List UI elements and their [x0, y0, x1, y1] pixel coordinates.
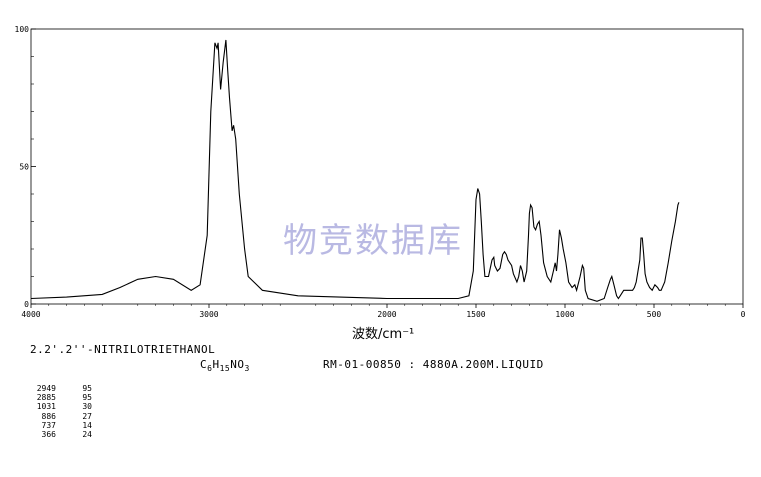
peak-row: 737 14	[30, 421, 92, 430]
x-tick-label: 0	[741, 310, 746, 319]
peak-intensity: 95	[82, 393, 92, 403]
formula-subscript: 6	[207, 364, 213, 373]
peak-wavenumber: 1031	[36, 402, 56, 412]
peak-row: 1031 30	[30, 402, 92, 411]
formula-part: NO	[230, 358, 245, 371]
peak-intensity: 27	[82, 411, 92, 421]
peak-row: 886 27	[30, 412, 92, 421]
x-tick-label: 1500	[466, 310, 485, 319]
peak-wavenumber: 737	[41, 420, 56, 430]
compound-name: 2.2'.2''-NITRILOTRIETHANOL	[30, 343, 216, 356]
y-axis: 100 50 0	[15, 25, 36, 309]
x-tick-label: 1000	[555, 310, 574, 319]
peak-row: 366 24	[30, 430, 92, 439]
formula-subscript: 15	[219, 364, 231, 373]
watermark: 物竞数据库	[283, 221, 463, 261]
peak-wavenumber: 886	[41, 411, 56, 421]
peak-intensity: 24	[82, 430, 92, 440]
formula-part: C	[200, 358, 208, 371]
plot-frame	[30, 28, 744, 305]
x-axis: 4000 3000 2000 1500 1000 500 0	[21, 304, 746, 319]
sample-info: RM-01-00850 : 4880A.200M.LIQUID	[323, 358, 544, 371]
formula-part: H	[212, 358, 220, 371]
peak-intensity: 95	[82, 384, 92, 393]
peak-wavenumber: 2885	[36, 393, 56, 403]
peak-table: 2949 95 2885 95 1031 30 886 27 737 14 366 24	[30, 384, 92, 439]
x-tick-label: 2000	[377, 310, 396, 319]
peak-intensity: 14	[82, 420, 92, 430]
x-axis-label: 波数/cm⁻¹	[352, 327, 414, 342]
peak-wavenumber: 2949	[36, 384, 56, 393]
x-tick-label: 500	[647, 310, 662, 319]
peak-intensity: 30	[82, 402, 92, 412]
x-tick-label: 4000	[21, 310, 40, 319]
y-tick-label: 50	[19, 163, 29, 172]
formula-subscript: 3	[244, 364, 250, 373]
molecular-formula: C6H15NO3	[200, 358, 250, 373]
peak-row: 2949 95	[30, 384, 92, 393]
x-tick-label: 3000	[199, 310, 218, 319]
y-tick-label: 0	[24, 300, 29, 309]
peak-row: 2885 95	[30, 393, 92, 402]
y-tick-label: 100	[15, 25, 30, 34]
spectrum-line	[30, 39, 680, 302]
peak-wavenumber: 366	[41, 430, 56, 440]
